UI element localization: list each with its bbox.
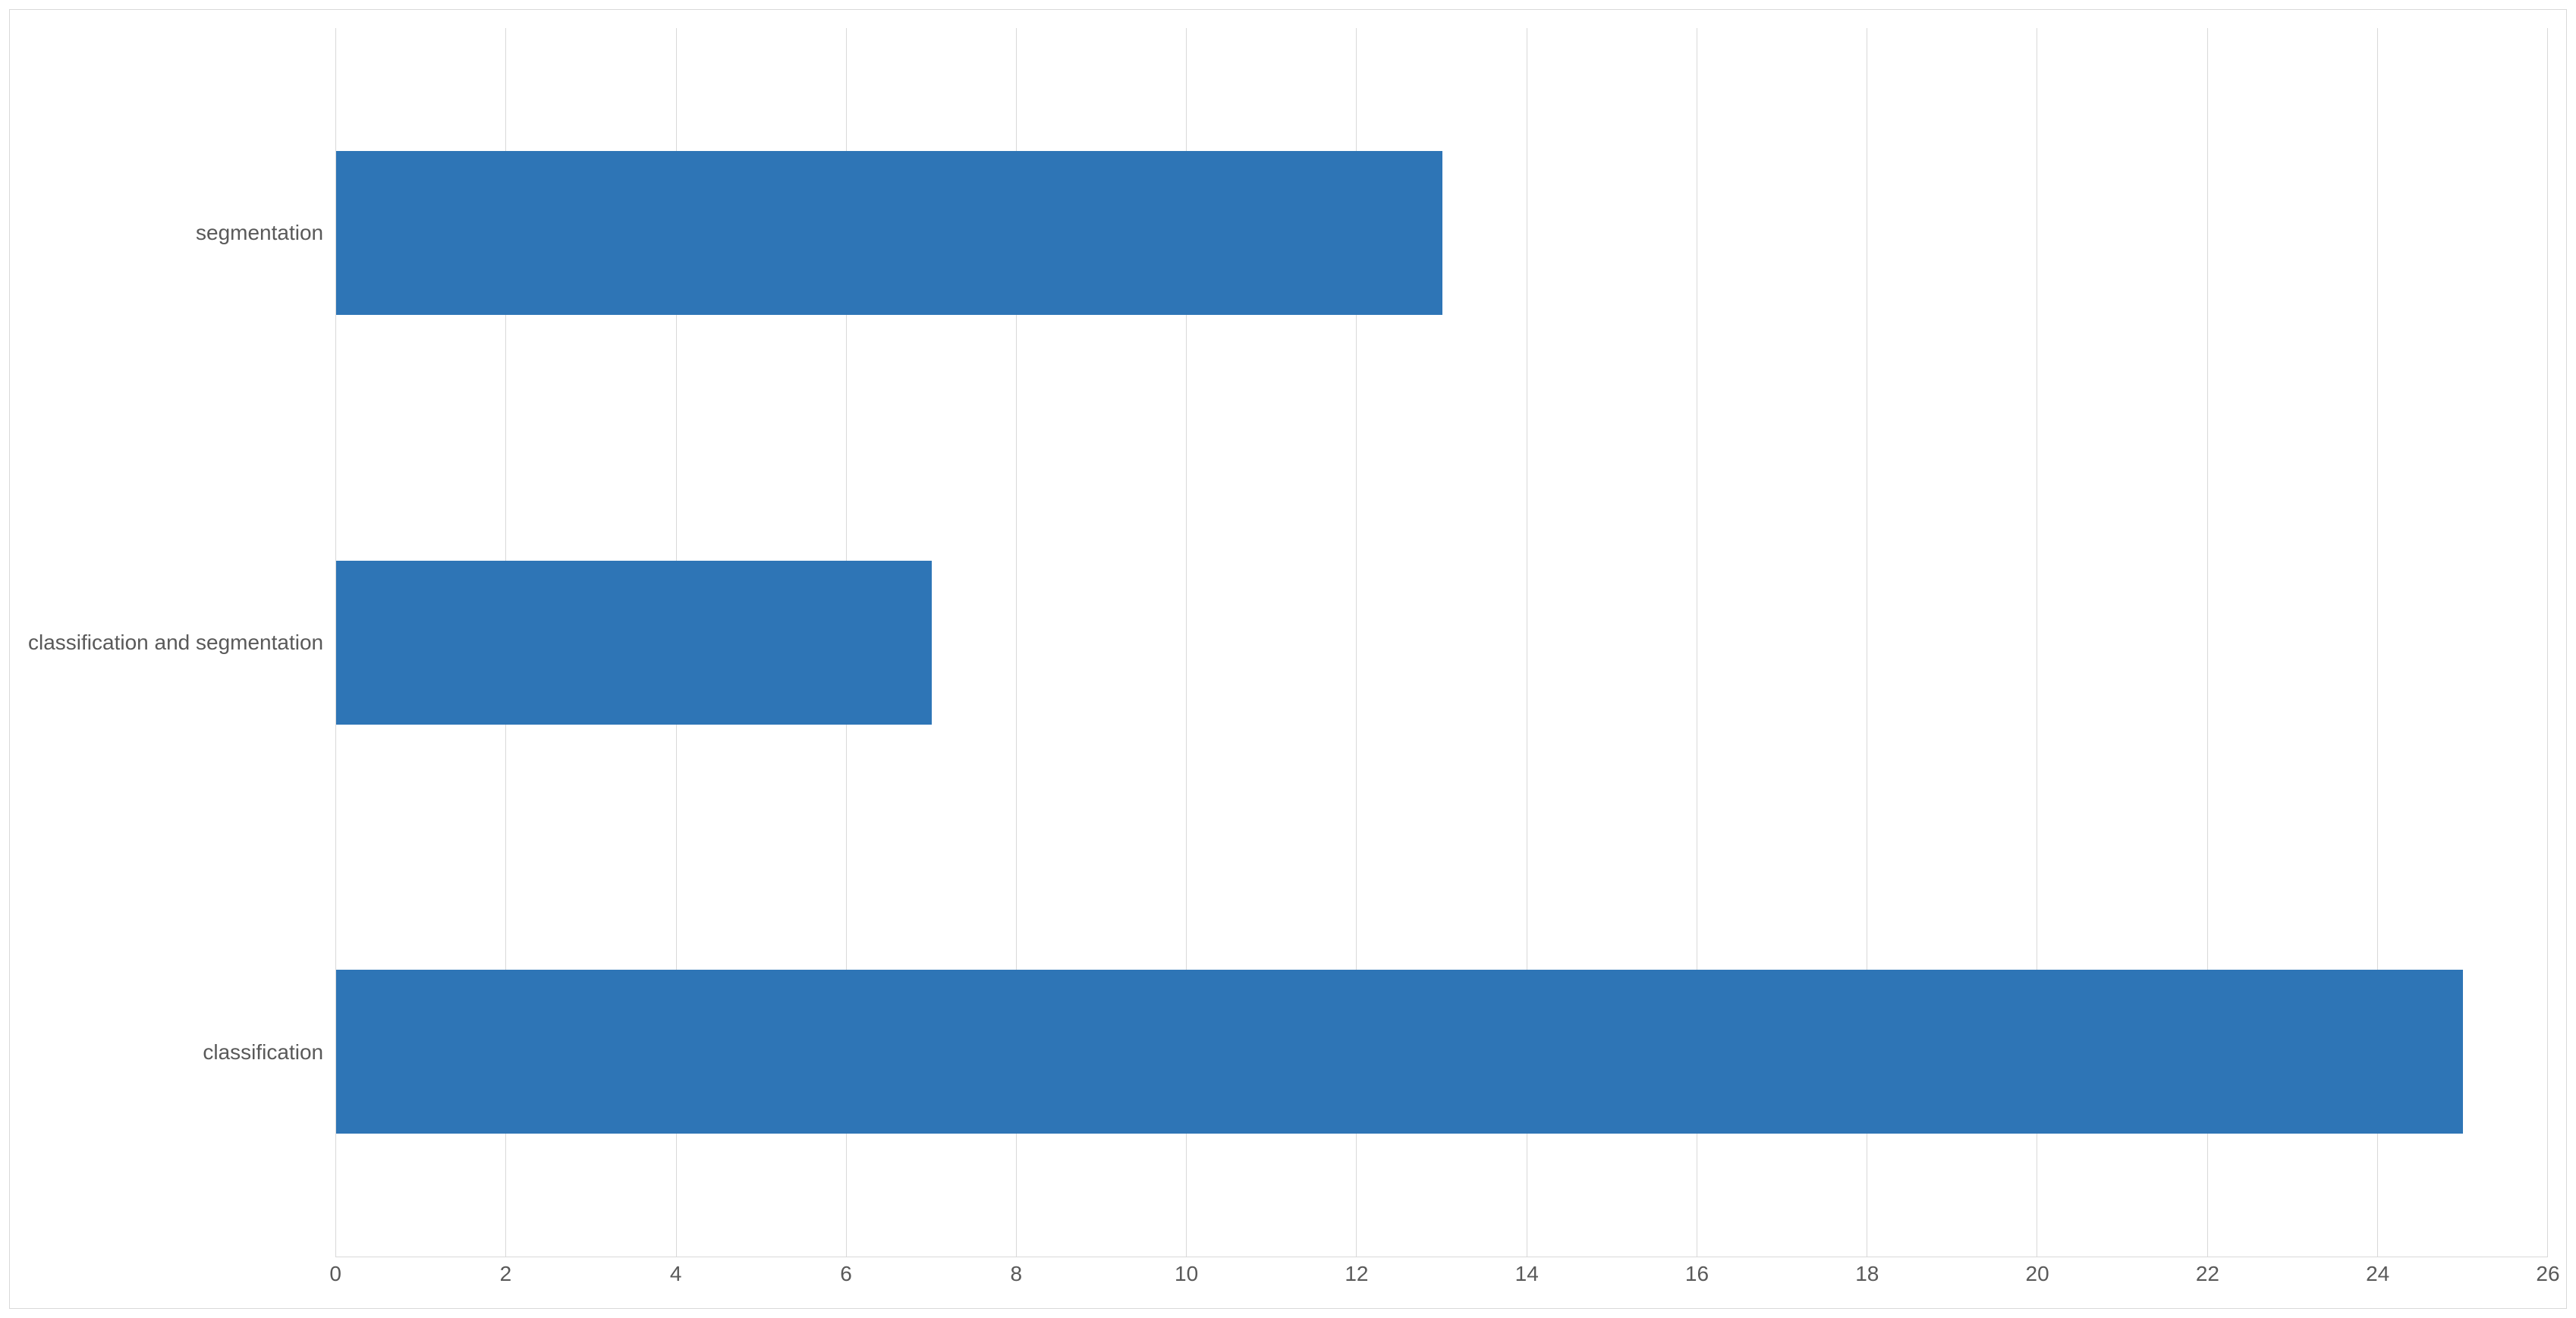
x-axis-row: 02468101214161820222426 [28,1262,2548,1296]
x-axis-spacer [28,1262,335,1296]
plot-row: segmentation classification and segmentat… [28,28,2548,1257]
x-tick-label: 10 [1175,1262,1198,1286]
y-category-label: classification [28,848,323,1257]
chart-frame: segmentation classification and segmentat… [9,9,2567,1309]
x-tick-label: 0 [329,1262,341,1286]
bar [336,561,932,725]
bar [336,970,2463,1134]
bar [336,151,1442,315]
bar-slot [336,28,2548,438]
x-tick-label: 16 [1685,1262,1709,1286]
bars-layer [336,28,2548,1257]
x-tick-label: 2 [500,1262,512,1286]
y-category-label: segmentation [28,28,323,438]
x-tick-label: 14 [1515,1262,1539,1286]
y-category-text: segmentation [196,221,323,245]
x-axis-ticks: 02468101214161820222426 [335,1262,2548,1296]
x-tick-label: 8 [1011,1262,1023,1286]
y-category-label: classification and segmentation [28,438,323,848]
x-tick-label: 12 [1345,1262,1368,1286]
x-tick-label: 26 [2536,1262,2559,1286]
plot-area [335,28,2548,1257]
x-tick-label: 22 [2196,1262,2219,1286]
x-tick-label: 6 [840,1262,852,1286]
chart-container: segmentation classification and segmentat… [0,0,2576,1318]
y-category-text: classification [203,1040,323,1065]
bar-slot [336,847,2548,1257]
x-tick-label: 4 [670,1262,682,1286]
y-axis-labels: segmentation classification and segmentat… [28,28,335,1257]
bar-slot [336,438,2548,848]
x-tick-label: 20 [2026,1262,2049,1286]
x-tick-label: 24 [2366,1262,2389,1286]
x-tick-label: 18 [1855,1262,1879,1286]
y-category-text: classification and segmentation [28,631,323,655]
